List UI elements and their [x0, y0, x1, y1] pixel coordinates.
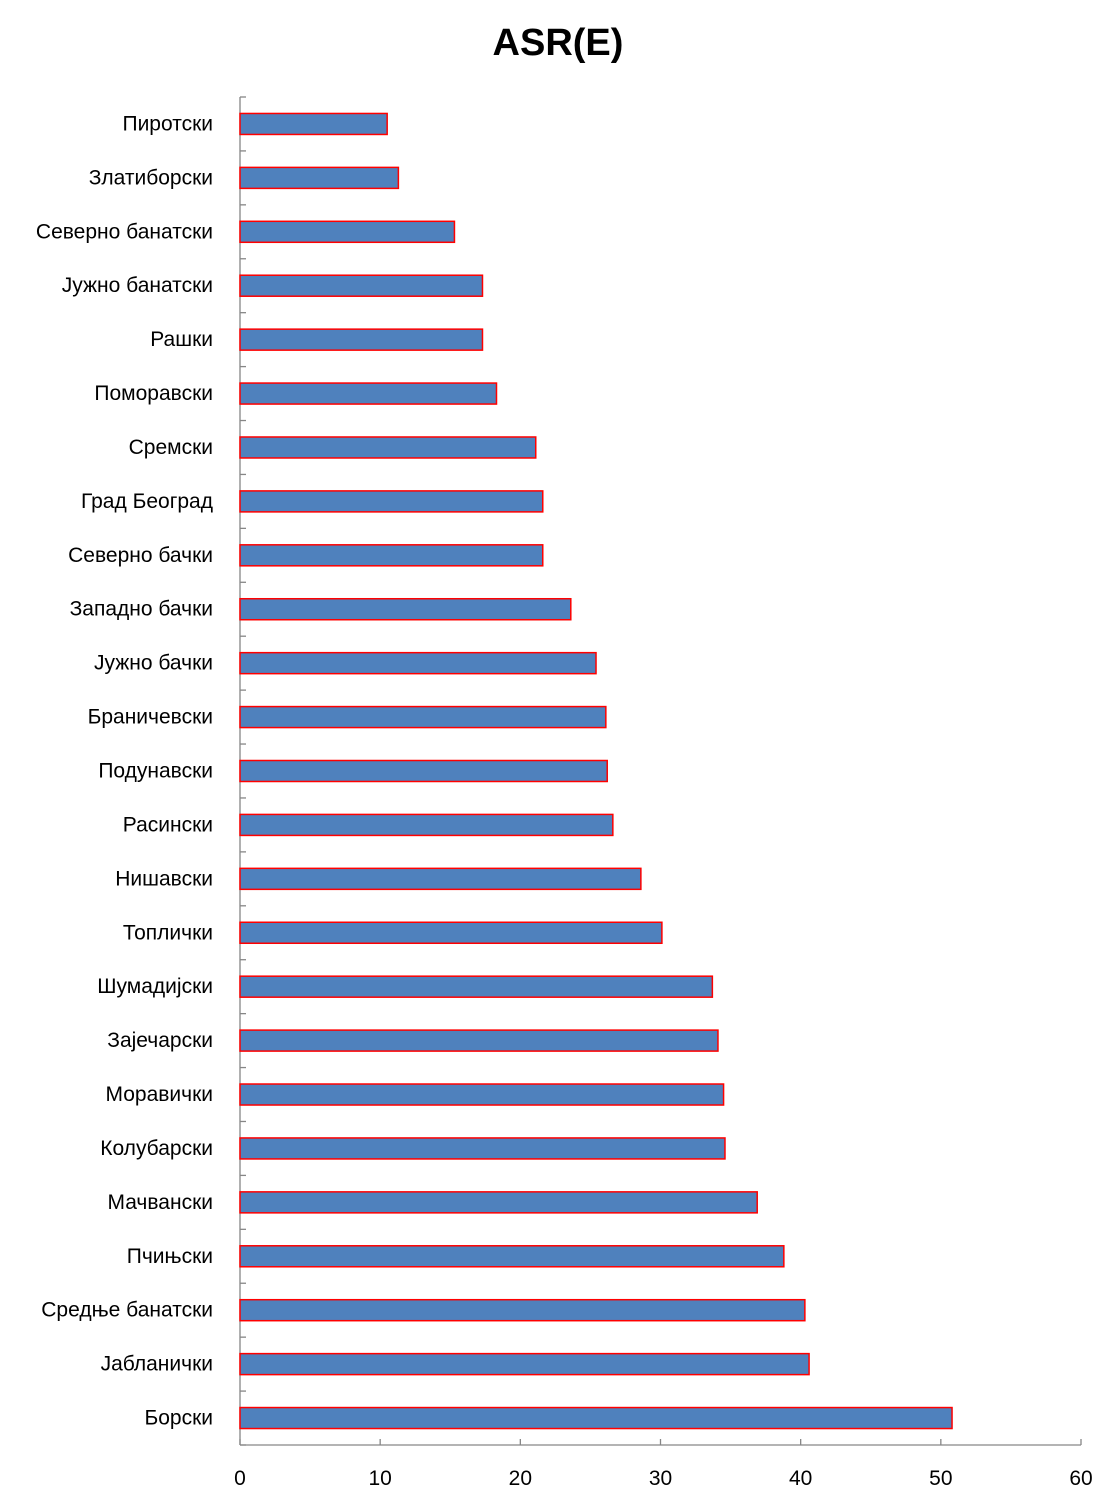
category-label: Јужно банатски — [62, 274, 213, 297]
bar — [239, 705, 607, 729]
bar — [239, 759, 608, 783]
category-label: Колубарски — [100, 1137, 213, 1160]
x-tick-label: 40 — [789, 1467, 812, 1488]
category-label: Подунавски — [98, 760, 213, 783]
bar — [239, 1191, 758, 1214]
category-label: Зајечарски — [107, 1029, 213, 1052]
category-label: Рашки — [150, 328, 213, 351]
bar — [239, 651, 597, 675]
category-label: Расински — [123, 813, 213, 836]
bar — [239, 436, 537, 459]
x-tick-label: 30 — [649, 1467, 672, 1488]
category-label: Поморавски — [94, 382, 213, 405]
category-label: Моравички — [105, 1083, 213, 1106]
bar — [239, 328, 484, 351]
bar — [239, 1406, 953, 1430]
bar — [239, 813, 614, 837]
category-labels: Пиротски Златиборски Северно банатски Јужно… — [36, 112, 213, 1429]
bar — [239, 1245, 785, 1268]
category-label: Јабланички — [101, 1353, 213, 1376]
x-tick-labels: 0 10 20 30 40 50 60 — [234, 1467, 1093, 1490]
x-tick-label: 50 — [929, 1467, 952, 1488]
bar — [239, 112, 388, 136]
bar — [239, 544, 544, 567]
chart-title: ASR(E) — [493, 22, 624, 64]
category-label: Топлички — [123, 921, 213, 944]
x-tick-label: 10 — [368, 1467, 391, 1488]
bar — [239, 921, 663, 945]
x-tick-label: 20 — [509, 1467, 532, 1488]
category-label: Браничевски — [88, 706, 213, 729]
bar — [239, 1352, 810, 1376]
category-label: Борски — [144, 1407, 213, 1430]
category-label: Северно бачки — [68, 544, 213, 567]
bar — [239, 1029, 719, 1052]
bar — [239, 220, 456, 244]
bar — [239, 867, 642, 891]
category-label: Северно банатски — [36, 220, 213, 243]
category-label: Мачвански — [107, 1191, 213, 1214]
bar — [239, 1137, 726, 1160]
x-tick-label: 60 — [1069, 1467, 1092, 1488]
bar — [239, 1083, 725, 1106]
category-label: Средње банатски — [41, 1299, 213, 1322]
category-label: Град Београд — [81, 490, 213, 513]
bars — [239, 112, 953, 1430]
category-label: Нишавски — [115, 867, 213, 890]
bar — [239, 382, 498, 405]
category-label: Златиборски — [89, 166, 213, 189]
bar — [239, 1298, 806, 1322]
bar — [239, 490, 544, 513]
category-label: Сремски — [129, 436, 213, 459]
bar — [239, 975, 714, 998]
bar — [239, 166, 400, 190]
category-label: Јужно бачки — [94, 652, 213, 675]
bar — [239, 274, 484, 297]
bar — [239, 597, 572, 621]
category-label: Западно бачки — [70, 598, 213, 621]
category-label: Пиротски — [122, 112, 213, 135]
x-tick-label: 0 — [234, 1467, 246, 1488]
category-label: Шумадијски — [97, 975, 213, 998]
category-label: Пчињски — [127, 1245, 213, 1268]
